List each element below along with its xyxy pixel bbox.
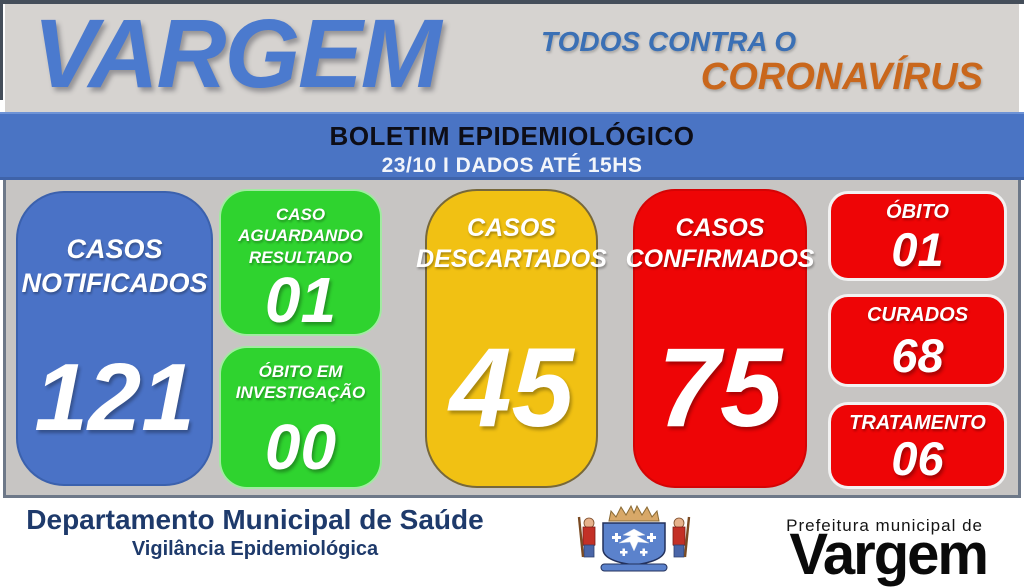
header: VARGEM TODOS CONTRA O CORONAVÍRUS — [5, 0, 1019, 112]
card-label: CASOS DESCARTADOS — [416, 214, 607, 274]
card-obito: ÓBITO 01 — [828, 191, 1007, 281]
card-value: 45 — [449, 325, 574, 450]
bulletin-title: BOLETIM EPIDEMIOLÓGICO — [329, 121, 695, 151]
card-label: CURADOS — [866, 304, 969, 326]
card-caso-aguardando-resultado: CASO AGUARDANDO RESULTADO 01 — [219, 189, 382, 336]
card-value: 00 — [264, 411, 337, 483]
tagline-line2: CORONAVÍRUS — [700, 56, 983, 98]
card-tratamento: TRATAMENTO 06 — [828, 402, 1007, 489]
card-label: CASOS NOTIFICADOS — [21, 234, 208, 298]
card-casos-confirmados: CASOS CONFIRMADOS 75 — [626, 189, 814, 488]
bulletin-date: 23/10 I DADOS ATÉ 15HS — [381, 154, 643, 177]
bulletin-banner: BOLETIM EPIDEMIOLÓGICO 23/10 I DADOS ATÉ… — [0, 112, 1024, 180]
card-label: TRATAMENTO — [849, 412, 986, 434]
prefeitura-logo: Prefeitura municipal de Vargem — [573, 502, 993, 584]
logo-small-text: Prefeitura municipal de — [786, 516, 983, 535]
coat-of-arms-icon — [577, 504, 691, 572]
card-value: 75 — [657, 325, 783, 450]
top-edge-line — [0, 0, 1024, 4]
tagline-line1: TODOS CONTRA O — [541, 26, 797, 57]
left-edge-line — [0, 0, 3, 100]
card-value: 68 — [891, 329, 944, 382]
footer: Departamento Municipal de Saúde Vigilânc… — [0, 498, 1024, 584]
card-label: CASOS CONFIRMADOS — [625, 214, 815, 274]
city-title: VARGEM — [33, 0, 442, 108]
card-label: CASO AGUARDANDO RESULTADO — [238, 205, 363, 267]
card-obito-em-investigacao: ÓBITO EM INVESTIGAÇÃO 00 — [219, 346, 382, 489]
card-value: 01 — [891, 223, 944, 276]
card-value: 06 — [891, 432, 944, 485]
card-casos-notificados: CASOS NOTIFICADOS 121 — [16, 191, 213, 486]
card-casos-descartados: CASOS DESCARTADOS 45 — [416, 189, 607, 488]
card-value: 01 — [264, 263, 337, 336]
stats-panel: CASOS NOTIFICADOS 121 CASO AGUARDANDO RE… — [3, 180, 1021, 498]
card-curados: CURADOS 68 — [828, 294, 1007, 387]
card-label: ÓBITO EM INVESTIGAÇÃO — [235, 362, 366, 403]
department-name: Departamento Municipal de Saúde — [26, 504, 484, 535]
logo-big-text: Vargem — [789, 522, 989, 587]
card-value: 121 — [34, 344, 195, 451]
department-block: Departamento Municipal de Saúde Vigilânc… — [15, 504, 495, 561]
division-name: Vigilância Epidemiológica — [131, 538, 379, 560]
card-label: ÓBITO — [886, 201, 949, 223]
logo-text-block: Prefeitura municipal de Vargem — [695, 502, 989, 587]
